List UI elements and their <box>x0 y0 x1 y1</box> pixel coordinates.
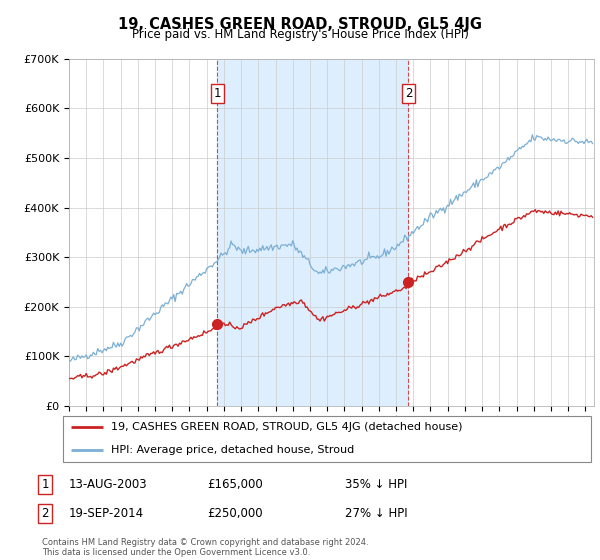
Text: £250,000: £250,000 <box>207 507 263 520</box>
Text: HPI: Average price, detached house, Stroud: HPI: Average price, detached house, Stro… <box>110 445 354 455</box>
Text: 1: 1 <box>214 87 221 100</box>
Text: 19, CASHES GREEN ROAD, STROUD, GL5 4JG (detached house): 19, CASHES GREEN ROAD, STROUD, GL5 4JG (… <box>110 422 462 432</box>
Text: Contains HM Land Registry data © Crown copyright and database right 2024.
This d: Contains HM Land Registry data © Crown c… <box>42 538 368 557</box>
Text: 13-AUG-2003: 13-AUG-2003 <box>69 478 148 491</box>
Text: £165,000: £165,000 <box>207 478 263 491</box>
Text: 1: 1 <box>41 478 49 491</box>
Text: 19, CASHES GREEN ROAD, STROUD, GL5 4JG: 19, CASHES GREEN ROAD, STROUD, GL5 4JG <box>118 17 482 32</box>
FancyBboxPatch shape <box>63 416 591 462</box>
Text: 35% ↓ HPI: 35% ↓ HPI <box>345 478 407 491</box>
Bar <box>217 59 409 406</box>
Text: 2: 2 <box>41 507 49 520</box>
Text: 19-SEP-2014: 19-SEP-2014 <box>69 507 144 520</box>
Text: 2: 2 <box>404 87 412 100</box>
Text: Price paid vs. HM Land Registry's House Price Index (HPI): Price paid vs. HM Land Registry's House … <box>131 28 469 41</box>
Text: 27% ↓ HPI: 27% ↓ HPI <box>345 507 407 520</box>
